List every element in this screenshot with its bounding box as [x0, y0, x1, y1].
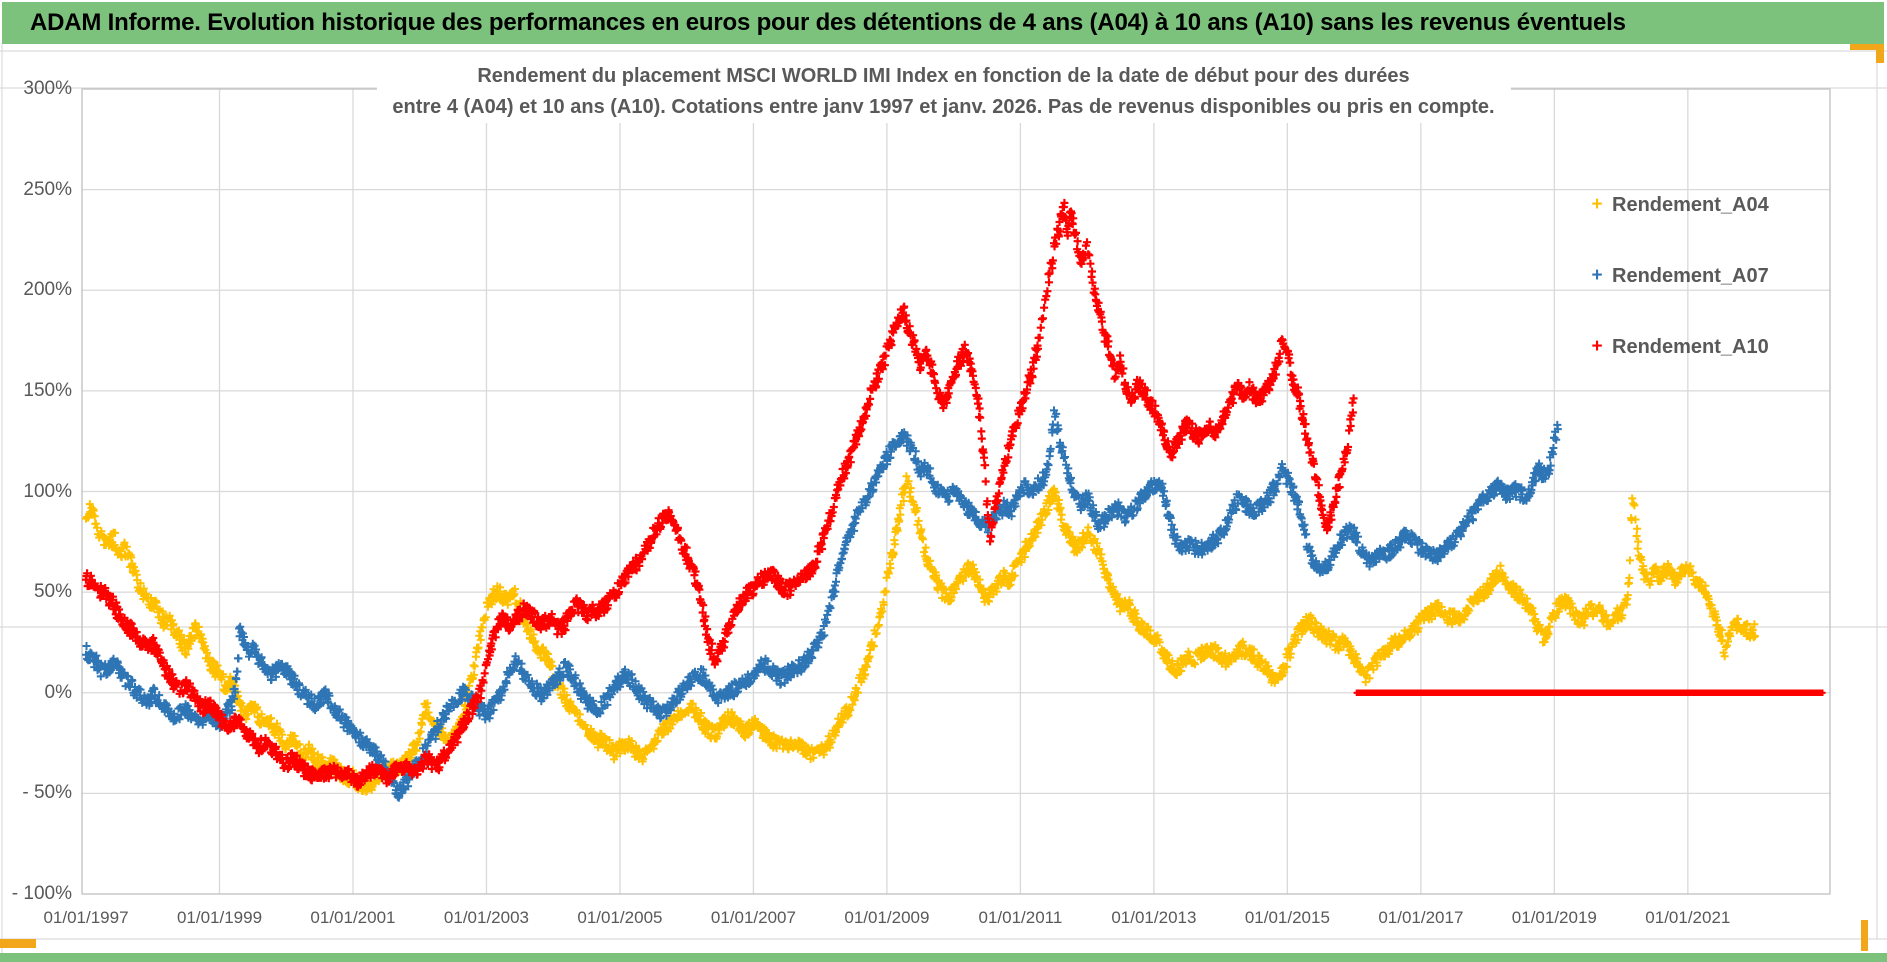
- x-axis-tick-label: 01/01/2007: [710, 908, 796, 927]
- legend-label: Rendement_A04: [1612, 193, 1769, 216]
- legend-item-Rendement_A10[interactable]: + Rendement_A10: [1586, 332, 1769, 362]
- x-axis-tick-label: 01/01/2015: [1244, 908, 1330, 927]
- series-Rendement_A04: [82, 472, 1759, 796]
- x-axis-tick-label: 01/01/2011: [978, 908, 1063, 927]
- series-Rendement_A10: [82, 198, 1826, 791]
- y-axis-tick-label: 100%: [23, 480, 72, 502]
- legend-item-Rendement_A07[interactable]: + Rendement_A07: [1586, 261, 1769, 291]
- x-axis-tick-label: 01/01/2017: [1378, 908, 1464, 927]
- y-axis-tick-label: 50%: [33, 581, 72, 603]
- x-axis-tick-label: 01/01/1997: [43, 908, 129, 927]
- y-axis-tick-label: 300%: [23, 78, 72, 99]
- chart-title-line2: entre 4 (A04) et 10 ans (A10). Cotations…: [392, 96, 1495, 118]
- header-title: ADAM Informe. Evolution historique des p…: [30, 9, 1626, 36]
- plus-marker-icon: +: [1591, 336, 1603, 357]
- y-axis-tick-label: 200%: [23, 279, 72, 301]
- plus-marker-icon: +: [1591, 194, 1603, 215]
- plus-marker-icon: +: [1591, 265, 1603, 286]
- legend-item-Rendement_A04[interactable]: + Rendement_A04: [1586, 190, 1769, 220]
- chart-title: Rendement du placement MSCI WORLD IMI In…: [376, 61, 1511, 123]
- y-axis-tick-label: - 100%: [11, 883, 72, 904]
- orange-accent-top-right-h: [1850, 44, 1884, 50]
- orange-accent-bottom-right: [1861, 920, 1868, 951]
- x-axis-tick-label: 01/01/2005: [577, 908, 663, 927]
- orange-accent-bottom-left: [0, 939, 36, 948]
- x-axis-tick-label: 01/01/2009: [844, 908, 930, 927]
- chart-title-line1: Rendement du placement MSCI WORLD IMI In…: [477, 65, 1410, 87]
- y-axis-tick-label: - 50%: [22, 782, 72, 804]
- legend-label: Rendement_A07: [1612, 264, 1769, 287]
- x-axis-tick-label: 01/01/1999: [176, 908, 263, 927]
- x-axis-tick-label: 01/01/2019: [1511, 908, 1597, 927]
- y-axis-tick-label: 250%: [23, 178, 72, 200]
- x-axis-tick-label: 01/01/2013: [1111, 908, 1197, 927]
- x-axis-tick-label: 01/01/2001: [310, 908, 396, 927]
- y-axis-tick-label: 150%: [23, 379, 72, 401]
- bottom-border: [0, 953, 1887, 962]
- legend-label: Rendement_A10: [1612, 335, 1769, 358]
- y-axis-tick-label: 0%: [44, 681, 72, 703]
- x-axis-tick-label: 01/01/2003: [443, 908, 529, 927]
- chart-legend: + Rendement_A04 + Rendement_A07 + Rendement_A…: [1586, 190, 1769, 403]
- orange-accent-top-right-v: [1876, 44, 1884, 63]
- header-banner: ADAM Informe. Evolution historique des p…: [2, 2, 1884, 44]
- x-axis-tick-label: 01/01/2021: [1645, 908, 1731, 927]
